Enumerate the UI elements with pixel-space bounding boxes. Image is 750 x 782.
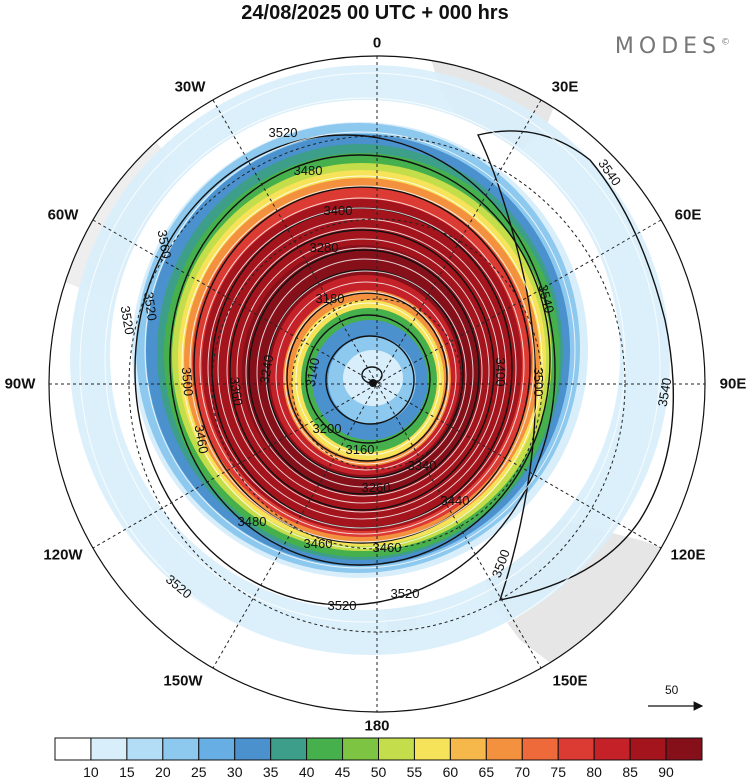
map-disk bbox=[49, 56, 705, 712]
colorbar bbox=[54, 737, 703, 761]
contour-label: 3180 bbox=[316, 291, 345, 306]
colorbar-tick-label: 90 bbox=[658, 764, 674, 780]
colorbar-swatch bbox=[485, 737, 523, 761]
contour-label: 3520 bbox=[118, 305, 138, 336]
contour-label: 3520 bbox=[328, 598, 357, 613]
colorbar-tick-label: 80 bbox=[586, 764, 602, 780]
colorbar-tick-label: 70 bbox=[514, 764, 531, 780]
contour-label: 3360 bbox=[227, 376, 246, 407]
lon-label-90e: 90E bbox=[719, 375, 747, 393]
contour-label: 3480 bbox=[238, 514, 267, 529]
contour-label: 3460 bbox=[192, 424, 212, 455]
colorbar-tick-label: 50 bbox=[370, 764, 387, 780]
brand-text: MODES bbox=[614, 34, 721, 59]
contour-label-group: 3520 3520 3480 3400 3280 3180 3140 3160 … bbox=[118, 125, 675, 613]
colorbar-tick-label: 20 bbox=[155, 764, 171, 780]
colorbar-swatch bbox=[234, 737, 272, 761]
wind-streamlines bbox=[79, 72, 661, 658]
colorbar-swatch bbox=[521, 737, 559, 761]
lon-label-60w: 60W bbox=[47, 206, 79, 224]
contour-label: 3500 bbox=[179, 367, 196, 397]
lon-label-30e: 30E bbox=[551, 78, 579, 96]
colorbar-swatch bbox=[629, 737, 667, 761]
contour-label: 3280 bbox=[310, 240, 339, 255]
contour-label: 3260 bbox=[362, 480, 391, 495]
colorbar-swatch bbox=[413, 737, 451, 761]
colorbar-tick-label: 10 bbox=[83, 764, 99, 780]
graticule bbox=[49, 56, 705, 712]
contour-label: 3140 bbox=[303, 357, 323, 388]
south-pole-marker bbox=[369, 379, 377, 387]
lon-label-60e: 60E bbox=[674, 206, 702, 224]
contour-label: 3540 bbox=[655, 377, 675, 408]
contour-label: 3440 bbox=[441, 493, 470, 508]
colorbar-tick-label: 55 bbox=[406, 764, 423, 780]
colorbar-tick-label: 25 bbox=[190, 764, 207, 780]
lon-label-150e: 150E bbox=[552, 672, 588, 690]
contour-label: 3480 bbox=[294, 163, 323, 178]
contour-label: 3240 bbox=[257, 354, 277, 385]
colorbar-swatch bbox=[126, 737, 164, 761]
lon-label-0: 0 bbox=[372, 34, 382, 52]
map-boundary bbox=[48, 55, 706, 713]
contour-label: 3340 bbox=[408, 458, 437, 473]
contour-label: 3400 bbox=[493, 358, 508, 387]
colorbar-swatch bbox=[198, 737, 236, 761]
lon-label-180: 180 bbox=[364, 717, 390, 735]
colorbar-swatch bbox=[54, 737, 92, 761]
contour-label: 3460 bbox=[373, 540, 402, 555]
colorbar-tick-label: 15 bbox=[119, 764, 135, 780]
contour-label: 3520 bbox=[391, 586, 420, 601]
colorbar-tick-label: 35 bbox=[262, 764, 279, 780]
contour-label: 3460 bbox=[304, 536, 333, 551]
colorbar-tick-label: 45 bbox=[334, 764, 351, 780]
colorbar-swatch bbox=[378, 737, 415, 761]
colorbar-swatch bbox=[665, 737, 703, 761]
lon-label-90w: 90W bbox=[4, 375, 36, 393]
contour-label: 3160 bbox=[346, 442, 375, 457]
colorbar-swatch bbox=[162, 737, 200, 761]
reference-vector-label: 50 bbox=[665, 683, 679, 697]
colorbar-swatch bbox=[593, 737, 631, 761]
colorbar-swatch bbox=[306, 737, 344, 761]
colorbar-ticks: 10 15 20 25 30 35 40 45 50 55 60 65 70 75 80 85 90 bbox=[0, 764, 750, 782]
map-title: 24/08/2025 00 UTC + 000 hrs bbox=[241, 2, 509, 24]
colorbar-tick-label: 40 bbox=[298, 764, 315, 780]
lon-label-120w: 120W bbox=[43, 546, 83, 564]
colorbar-swatch bbox=[449, 737, 487, 761]
colorbar-tick-label: 30 bbox=[226, 764, 243, 780]
colorbar-swatch bbox=[90, 737, 128, 761]
colorbar-tick-label: 60 bbox=[442, 764, 459, 780]
contour-label: 3520 bbox=[269, 125, 298, 140]
colorbar-tick-label: 75 bbox=[550, 764, 567, 780]
colorbar-swatch bbox=[270, 737, 308, 761]
lon-label-150w: 150W bbox=[163, 672, 203, 690]
lon-label-30w: 30W bbox=[174, 78, 206, 96]
lon-label-120e: 120E bbox=[670, 546, 706, 564]
contour-label: 3500 bbox=[531, 368, 546, 397]
colorbar-swatch bbox=[342, 737, 379, 761]
contour-label: 3540 bbox=[535, 283, 557, 315]
contour-label: 3560 bbox=[155, 229, 175, 260]
brand-mark: © bbox=[721, 37, 730, 48]
colorbar-tick-label: 85 bbox=[622, 764, 638, 780]
contour-label: 3200 bbox=[313, 421, 342, 436]
contour-label: 3520 bbox=[141, 291, 160, 322]
colorbar-swatch bbox=[557, 737, 595, 761]
colorbar-tick-label: 65 bbox=[478, 764, 495, 780]
contour-label: 3400 bbox=[324, 203, 353, 218]
modes-logo: MODES© bbox=[615, 34, 730, 59]
